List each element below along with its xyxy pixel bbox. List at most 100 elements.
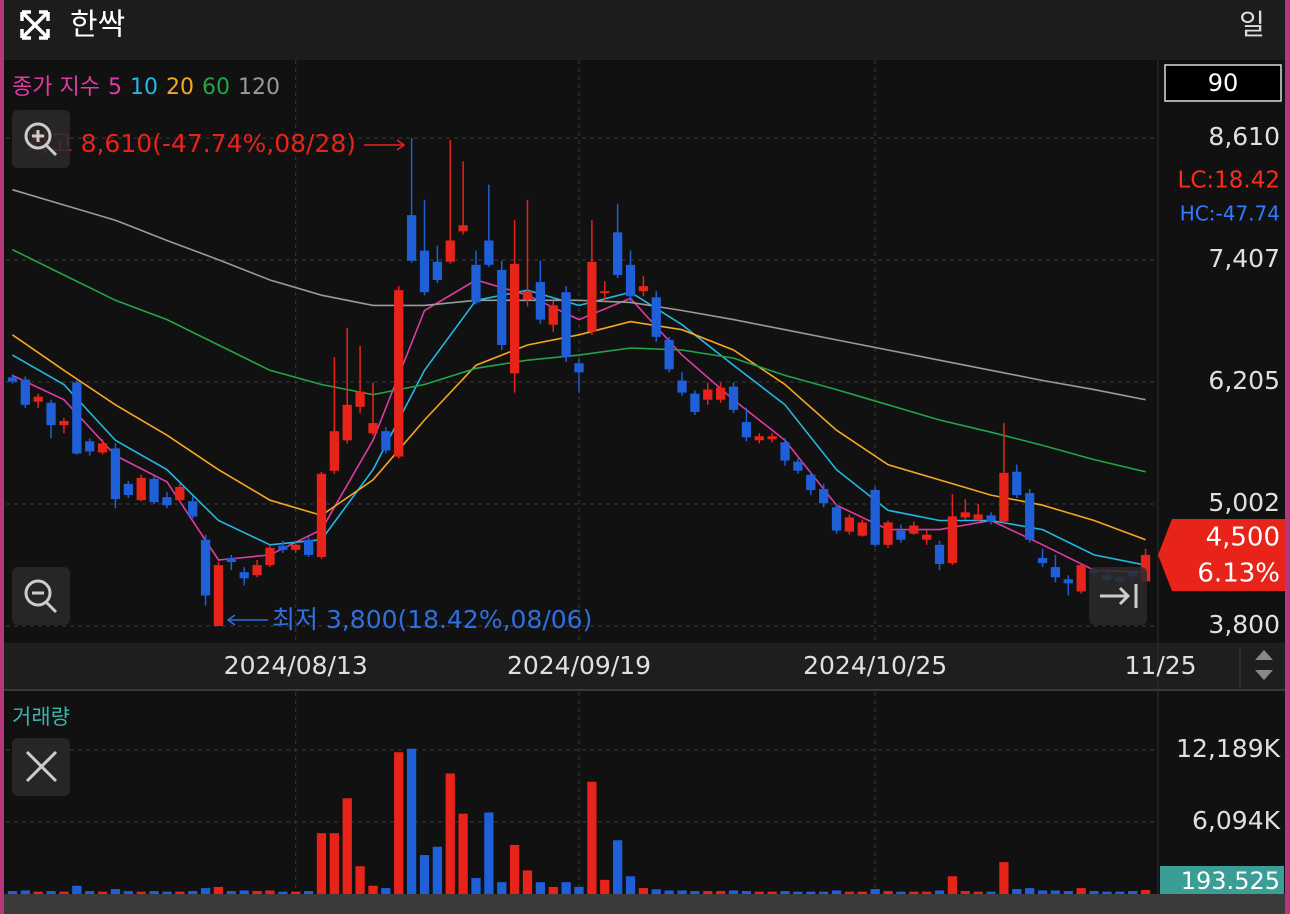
zoom-out-button[interactable] xyxy=(12,567,70,625)
lc-label: LC:18.42 xyxy=(1178,168,1280,194)
candle-body xyxy=(806,474,816,491)
volume-bar xyxy=(690,891,700,894)
volume-bars xyxy=(7,748,1151,894)
legend-item: 120 xyxy=(238,75,280,100)
y-tick-label: 3,800 xyxy=(1208,610,1280,639)
volume-bar xyxy=(291,891,301,894)
volume-bar xyxy=(909,891,919,894)
volume-bar xyxy=(509,844,520,894)
header-bar xyxy=(0,0,1290,58)
candle-body xyxy=(110,448,121,500)
volume-bar xyxy=(716,891,726,894)
candle-body xyxy=(587,261,597,332)
volume-bar xyxy=(947,876,958,894)
candle-body xyxy=(986,515,996,522)
volume-bar xyxy=(960,891,970,894)
candle-body xyxy=(252,565,262,576)
candle-body xyxy=(535,282,546,320)
volume-bar xyxy=(767,891,777,894)
candle-body xyxy=(716,387,726,400)
candle-body xyxy=(355,391,365,407)
candle-body xyxy=(316,473,327,557)
candle-body xyxy=(278,545,288,550)
candle-body xyxy=(922,534,932,540)
volume-bar xyxy=(226,891,236,894)
ma-line xyxy=(11,320,1146,541)
volume-bar xyxy=(870,889,880,894)
volume-bar xyxy=(1012,889,1022,894)
volume-bar xyxy=(136,891,146,894)
candle-body xyxy=(909,525,919,534)
jump-latest-button[interactable] xyxy=(1089,567,1147,625)
volume-bar xyxy=(973,891,983,894)
low-arrow xyxy=(226,614,268,626)
current-volume-label: 193.525 xyxy=(1181,867,1280,895)
close-volume-button[interactable] xyxy=(12,738,70,796)
candle-body xyxy=(329,431,339,471)
candle-body xyxy=(754,436,764,441)
candle-body xyxy=(432,261,442,281)
y-tick-label: 5,002 xyxy=(1208,488,1280,517)
candle-body xyxy=(445,240,455,262)
candle-body xyxy=(973,514,983,520)
volume-tick-label: 6,094K xyxy=(1192,806,1281,835)
candle-body xyxy=(664,339,674,370)
volume-bar xyxy=(342,798,352,894)
volume-bar xyxy=(497,882,507,894)
candle-body xyxy=(20,379,30,405)
volume-bar xyxy=(1115,891,1125,894)
candle-body xyxy=(46,402,56,426)
volume-bar xyxy=(587,781,597,894)
volume-bar xyxy=(754,891,764,894)
volume-bar xyxy=(394,752,404,894)
legend-item: 20 xyxy=(166,75,194,100)
candle-body xyxy=(72,382,82,454)
volume-bar xyxy=(239,890,249,894)
volume-bar xyxy=(175,891,185,894)
candle-body xyxy=(188,501,198,517)
volume-bar xyxy=(535,882,546,894)
candle-body xyxy=(690,393,700,412)
legend-item: 5 xyxy=(108,75,122,100)
volume-bar xyxy=(548,886,558,894)
candle-body xyxy=(342,404,352,441)
volume-bar xyxy=(831,890,842,894)
volume-bar xyxy=(355,866,365,894)
count-box[interactable] xyxy=(1164,64,1282,102)
candle-body xyxy=(1063,579,1073,584)
x-tick-label: 2024/08/13 xyxy=(224,651,368,680)
volume-bar xyxy=(445,773,455,894)
candle-body xyxy=(703,389,713,400)
stock-title: 한싹 xyxy=(70,8,125,43)
change-label: 6.13% xyxy=(1197,558,1280,588)
ma-line xyxy=(12,248,1146,473)
candle-body xyxy=(303,539,314,555)
candle-body xyxy=(1025,493,1035,540)
candle-body xyxy=(819,489,829,504)
candle-body xyxy=(844,517,855,532)
y-tick-label: 8,610 xyxy=(1208,122,1280,151)
volume-bar xyxy=(471,878,481,894)
volume-bar xyxy=(625,876,636,894)
expand-icon[interactable] xyxy=(20,10,50,40)
volume-bar xyxy=(1063,891,1073,894)
candle-body xyxy=(896,530,906,540)
volume-bar xyxy=(278,891,288,894)
candle-body xyxy=(561,292,571,358)
volume-bar xyxy=(664,890,674,894)
scroll-arrows[interactable] xyxy=(1255,650,1273,680)
candle-body xyxy=(1012,471,1022,496)
volume-bar xyxy=(677,890,687,894)
period-button[interactable]: 일 xyxy=(1239,8,1265,41)
legend-label: 종가 지수 xyxy=(12,75,100,100)
volume-tick-label: 12,189K xyxy=(1176,734,1280,763)
volume-title: 거래량 xyxy=(12,705,70,729)
zoom-in-button[interactable] xyxy=(12,110,70,168)
candle-body xyxy=(522,291,533,300)
candle-body xyxy=(612,232,623,275)
candle-body xyxy=(123,483,133,496)
volume-bar xyxy=(703,891,713,894)
volume-bar xyxy=(844,891,855,894)
volume-bar xyxy=(381,888,391,894)
volume-bar xyxy=(97,891,108,894)
